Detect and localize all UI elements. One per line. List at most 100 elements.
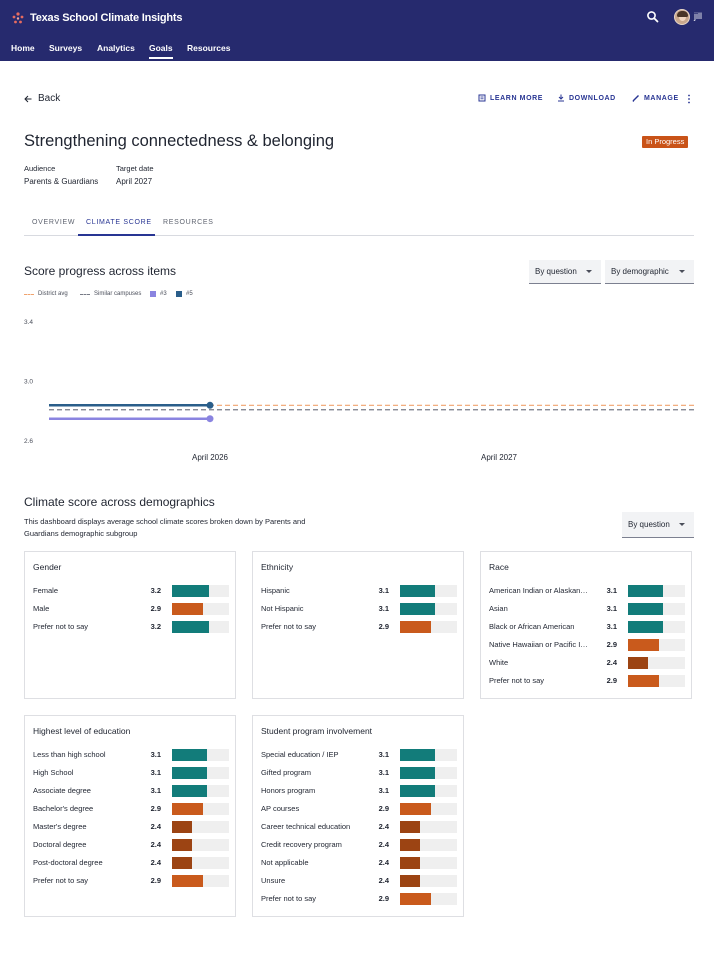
tab-climate-score[interactable]: CLIMATE SCORE: [86, 219, 152, 226]
user-name[interactable]: jill: [694, 11, 702, 21]
audience-label: Audience: [24, 164, 56, 173]
tab-overview[interactable]: OVERVIEW: [32, 219, 76, 226]
score-row-value: 2.4: [378, 822, 389, 831]
nav-resources[interactable]: Resources: [187, 43, 231, 53]
score-row: White 2.4: [489, 657, 689, 670]
score-row: Honors program 3.1: [261, 785, 461, 798]
score-bar: [400, 585, 435, 597]
score-bar: [172, 803, 203, 815]
score-row-label: Black or African American: [489, 622, 575, 631]
score-row-value: 2.9: [378, 622, 389, 631]
demographic-card-ethnicity: Ethnicity Hispanic 3.1 Not Hispanic 3.1 Prefe…: [252, 551, 464, 699]
score-row-label: Hispanic: [261, 586, 290, 595]
score-row-label: Special education / IEP: [261, 750, 339, 759]
score-bar-track: [172, 749, 229, 761]
score-row-label: Honors program: [261, 786, 316, 795]
card-title: Race: [489, 562, 509, 572]
score-row-value: 3.1: [378, 586, 389, 595]
score-bar-track: [400, 749, 457, 761]
avatar[interactable]: [674, 9, 690, 25]
back-link[interactable]: Back: [24, 93, 60, 104]
nav-surveys[interactable]: Surveys: [49, 43, 83, 53]
x-tick-label: April 2027: [481, 453, 518, 462]
score-bar: [172, 839, 192, 851]
score-row-value: 2.4: [150, 858, 161, 867]
score-row: American Indian or Alaskan… 3.1: [489, 585, 689, 598]
brand[interactable]: Texas School Climate Insights: [11, 9, 183, 27]
score-bar: [400, 893, 431, 905]
active-tab-indicator: [78, 234, 155, 236]
score-row-label: Not Hispanic: [261, 604, 304, 613]
caret-down-icon: [679, 523, 685, 526]
score-row: Career technical education 2.4: [261, 821, 461, 834]
score-row: Prefer not to say 3.2: [33, 621, 233, 634]
score-row-value: 3.1: [606, 586, 617, 595]
audience-value: Parents & Guardians: [24, 177, 99, 186]
score-bar-track: [172, 803, 229, 815]
score-row-value: 2.9: [150, 804, 161, 813]
app-title: Texas School Climate Insights: [30, 12, 183, 24]
score-row-value: 2.9: [150, 604, 161, 613]
nav-analytics[interactable]: Analytics: [97, 43, 135, 53]
learn-more-button[interactable]: LEARN MORE: [478, 94, 543, 102]
legend-district-avg-label: District avg: [38, 291, 68, 297]
score-row-value: 3.1: [378, 750, 389, 759]
score-row-label: Prefer not to say: [261, 894, 317, 903]
pencil-icon: [632, 95, 639, 102]
score-row: Hispanic 3.1: [261, 585, 461, 598]
score-bar-track: [400, 875, 457, 887]
demographics-description: This dashboard displays average school c…: [24, 517, 306, 538]
search-icon[interactable]: [645, 9, 661, 25]
demographics-question-dropdown[interactable]: By question: [622, 512, 694, 538]
download-label: DOWNLOAD: [569, 94, 616, 102]
legend-district-avg: District avg: [24, 291, 68, 297]
by-demographic-value: By demographic: [611, 267, 669, 276]
back-label: Back: [38, 93, 61, 104]
manage-button[interactable]: MANAGE: [632, 94, 679, 102]
score-row-value: 3.1: [606, 604, 617, 613]
score-row-label: Doctoral degree: [33, 840, 87, 849]
score-bar: [172, 821, 192, 833]
x-tick-label: April 2026: [192, 453, 229, 462]
legend-item-5: #5: [176, 291, 193, 297]
score-bar-track: [400, 767, 457, 779]
score-bar-track: [172, 857, 229, 869]
score-row-label: Bachelor's degree: [33, 804, 94, 813]
score-bar: [172, 749, 207, 761]
download-button[interactable]: DOWNLOAD: [557, 94, 616, 102]
tab-resources[interactable]: RESOURCES: [163, 219, 214, 226]
score-bar-track: [400, 839, 457, 851]
score-bar: [400, 875, 420, 887]
score-bar: [628, 585, 663, 597]
score-bar: [628, 603, 663, 615]
score-row: Bachelor's degree 2.9: [33, 803, 233, 816]
more-options-icon[interactable]: [686, 94, 692, 104]
by-question-dropdown[interactable]: By question: [529, 260, 601, 284]
score-bar: [400, 621, 431, 633]
legend-district-avg-swatch: [24, 293, 34, 295]
data-point: [206, 401, 214, 409]
score-row: Unsure 2.4: [261, 875, 461, 888]
score-row-value: 2.4: [378, 876, 389, 885]
score-row: Associate degree 3.1: [33, 785, 233, 798]
score-bar: [400, 821, 420, 833]
demographic-card-highest-level-of-education: Highest level of education Less than high…: [24, 715, 236, 917]
tab-bar: OVERVIEW CLIMATE SCORE RESOURCES: [24, 212, 694, 236]
score-row: Credit recovery program 2.4: [261, 839, 461, 852]
score-row: Black or African American 3.1: [489, 621, 689, 634]
score-bar: [172, 603, 203, 615]
score-bar-track: [400, 785, 457, 797]
score-row-value: 2.4: [150, 840, 161, 849]
score-row: High School 3.1: [33, 767, 233, 780]
card-title: Highest level of education: [33, 726, 131, 736]
score-row-value: 3.2: [150, 586, 161, 595]
target-date-value: April 2027: [116, 177, 153, 186]
score-bar-track: [172, 821, 229, 833]
by-demographic-dropdown[interactable]: By demographic: [605, 260, 694, 284]
top-app-bar: Texas School Climate Insights jill Home …: [0, 0, 714, 61]
y-tick-label: 3.4: [24, 319, 33, 326]
nav-goals[interactable]: Goals: [149, 43, 173, 59]
nav-home[interactable]: Home: [11, 43, 35, 53]
card-title: Gender: [33, 562, 62, 572]
card-title: Student program involvement: [261, 726, 373, 736]
